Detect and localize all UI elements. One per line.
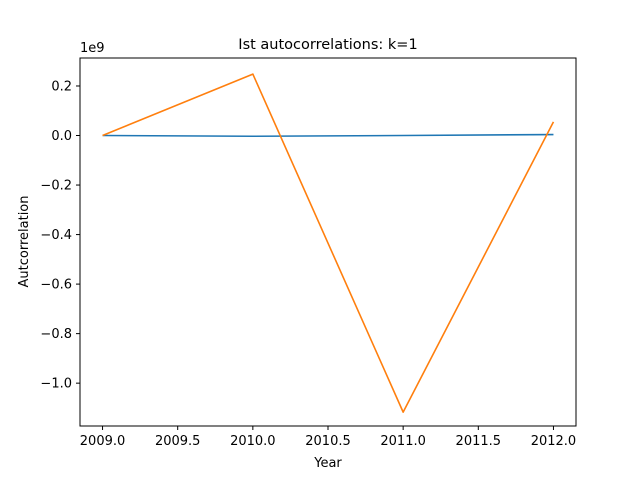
x-tick-label: 2009.5 <box>155 434 201 449</box>
y-tick-label: 0.2 <box>51 79 72 94</box>
x-tick-label: 2010.0 <box>230 434 276 449</box>
chart-title: Ist autocorrelations: k=1 <box>238 37 417 53</box>
x-tick-label: 2011.5 <box>456 434 502 449</box>
x-tick-label: 2011.0 <box>380 434 426 449</box>
y-tick-label: −1.0 <box>40 377 72 392</box>
y-tick-label: 0.0 <box>51 129 72 144</box>
x-tick-label: 2010.5 <box>305 434 351 449</box>
y-axis-label: Autcorrelation <box>17 196 32 288</box>
y-tick-label: −0.2 <box>40 179 72 194</box>
y-tick-label: −0.8 <box>40 327 72 342</box>
y-axis-offset-label: 1e9 <box>80 41 105 56</box>
x-axis-label: Year <box>313 456 342 471</box>
x-tick-label: 2012.0 <box>531 434 577 449</box>
series-line-1 <box>102 133 554 138</box>
y-tick-label: −0.6 <box>40 278 72 293</box>
y-tick-label: −0.4 <box>40 228 72 243</box>
axis-ticks: 2009.0 2009.5 2010.0 2010.5 2011.0 2011.5 2012… <box>40 79 576 449</box>
series-line-2 <box>102 73 555 413</box>
x-tick-label: 2009.0 <box>80 434 126 449</box>
plot-area <box>102 73 555 413</box>
